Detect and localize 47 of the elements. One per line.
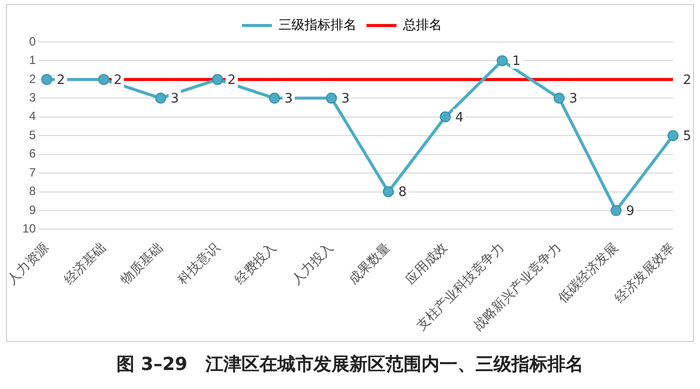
data-label: 3 bbox=[569, 92, 578, 107]
data-label: 4 bbox=[455, 110, 464, 126]
x-tick-label: 人力投入 bbox=[289, 240, 337, 288]
data-label: 2 bbox=[56, 72, 66, 88]
data-label: 1 bbox=[512, 54, 520, 70]
data-label: 3 bbox=[341, 92, 350, 107]
data-label: 8 bbox=[398, 185, 407, 200]
data-label: 5 bbox=[683, 128, 692, 144]
point bbox=[98, 74, 110, 85]
y-tick-label: 1 bbox=[29, 53, 36, 68]
y-tick-label: 8 bbox=[29, 184, 36, 198]
y-tick-label: 7 bbox=[29, 165, 36, 180]
point bbox=[212, 74, 224, 85]
data-label: 9 bbox=[626, 204, 634, 219]
y-tick-label: 4 bbox=[29, 109, 36, 124]
legend-label: 总排名 bbox=[402, 17, 442, 32]
x-tick-label: 经济基础 bbox=[62, 240, 109, 288]
x-tick-label: 经费投入 bbox=[232, 240, 280, 288]
point bbox=[496, 55, 508, 66]
point bbox=[268, 92, 280, 104]
legend-label: 三级指标排名 bbox=[278, 17, 356, 32]
x-tick-label: 应用成效 bbox=[402, 240, 450, 288]
data-label: 2 bbox=[683, 72, 692, 88]
y-tick-label: 2 bbox=[29, 72, 36, 86]
point bbox=[41, 74, 52, 85]
point bbox=[155, 92, 166, 104]
data-label: 3 bbox=[284, 92, 293, 107]
point bbox=[440, 111, 451, 122]
x-tick-label: 科技意识 bbox=[175, 240, 223, 288]
point bbox=[610, 205, 622, 216]
data-label: 2 bbox=[228, 72, 236, 88]
text: 图 3–29 江津区在城市发展新区范围内一、三级指标排名 bbox=[116, 353, 584, 376]
data-label: 3 bbox=[170, 92, 179, 107]
y-tick-label: 0 bbox=[29, 34, 36, 48]
point bbox=[668, 130, 678, 142]
point bbox=[554, 92, 565, 104]
y-tick-label: 3 bbox=[29, 90, 36, 104]
y-tick-label: 10 bbox=[22, 222, 36, 236]
x-tick-label: 物质基础 bbox=[118, 240, 166, 288]
x-tick-label: 人力资源 bbox=[4, 240, 52, 288]
y-tick-label: 9 bbox=[29, 202, 36, 217]
point bbox=[382, 186, 394, 198]
y-tick-label: 5 bbox=[29, 128, 36, 142]
data-label: 2 bbox=[114, 72, 122, 88]
point bbox=[326, 92, 337, 104]
x-tick-label: 成果数量 bbox=[346, 240, 394, 288]
y-tick-label: 6 bbox=[29, 146, 36, 161]
